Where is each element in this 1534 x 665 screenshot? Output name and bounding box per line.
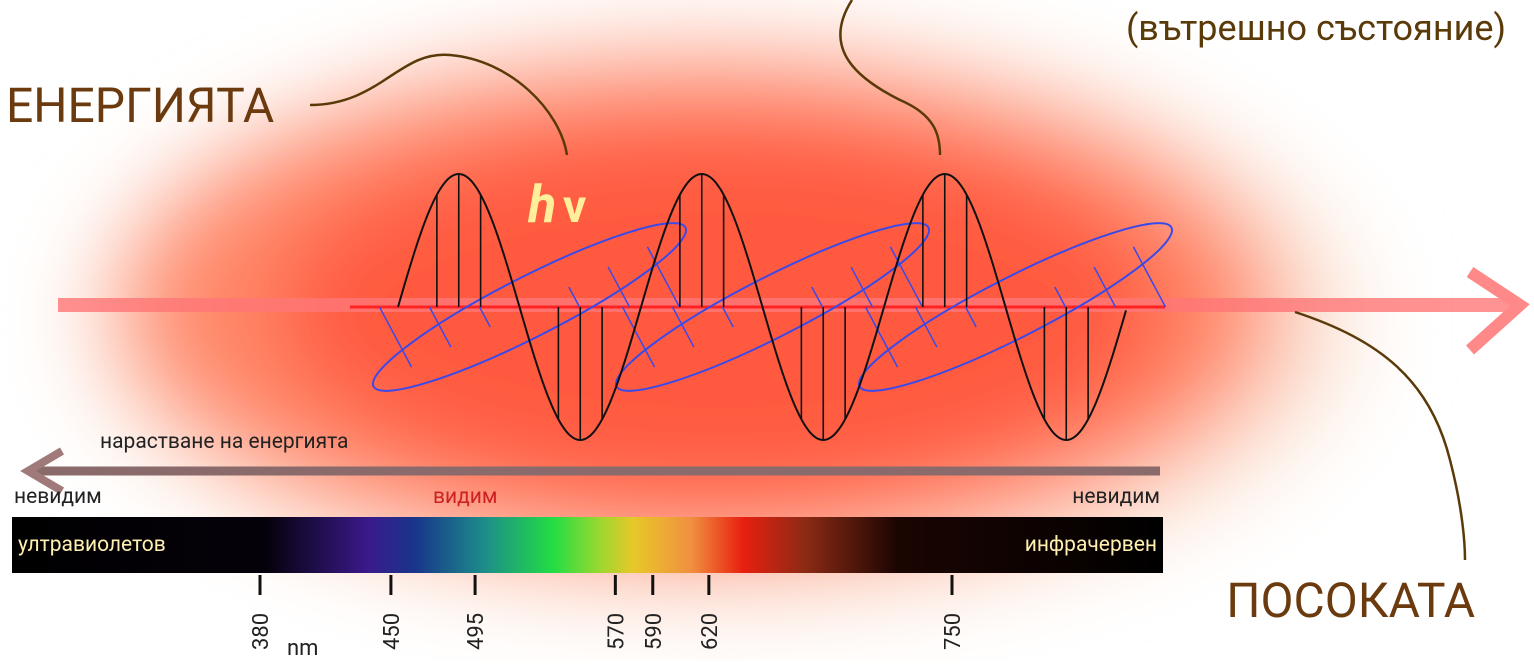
- tick-label: 380: [249, 613, 274, 650]
- label: ултравиолетов: [18, 533, 166, 557]
- label: ЕНЕРГИЯТА: [6, 77, 274, 134]
- magnetic-vector: [721, 306, 734, 328]
- spectrum: [12, 517, 1163, 573]
- label: v: [563, 180, 586, 234]
- magnetic-vector: [428, 306, 452, 348]
- electric-wave: [397, 172, 1127, 442]
- magnetic-vector: [568, 286, 581, 308]
- tick-label: 570: [604, 613, 629, 650]
- wave: [371, 172, 1174, 442]
- label: невидим: [1072, 485, 1160, 509]
- magnetic-vector: [964, 306, 977, 328]
- tick-label: 590: [642, 613, 667, 650]
- magnetic-vector: [864, 306, 899, 368]
- label: ПОСОКАТА: [1226, 572, 1475, 629]
- tick-label: 450: [380, 613, 405, 650]
- magnetic-vector: [646, 246, 681, 308]
- magnetic-vector: [621, 306, 656, 368]
- label: видим: [433, 485, 498, 509]
- magnetic-vector: [378, 306, 413, 368]
- magnetic-vector: [914, 306, 938, 348]
- magnetic-vector: [1054, 286, 1067, 308]
- magnetic-vector: [607, 266, 631, 308]
- magnetic-vector: [671, 306, 695, 348]
- label: нарастване на енергията: [100, 430, 348, 454]
- label: nm: [287, 636, 318, 661]
- magnetic-vector: [850, 266, 874, 308]
- scale: 380 450 495 570 590 620 750: [249, 575, 966, 650]
- magnetic-vector: [1093, 266, 1117, 308]
- label: h: [527, 174, 556, 235]
- direction-arrowhead: [1465, 266, 1530, 355]
- leader: [839, 0, 942, 156]
- tick-label: 620: [698, 613, 723, 650]
- label: (вътрешно състояние): [1126, 7, 1506, 49]
- magnetic-vector: [1132, 246, 1167, 308]
- label: инфрачервен: [1025, 533, 1157, 557]
- label: невидим: [14, 485, 102, 509]
- tick-label: 495: [464, 613, 489, 650]
- leader: [1294, 310, 1467, 561]
- energy-arrowhead: [20, 447, 65, 495]
- leader: [309, 53, 569, 156]
- magnetic-vector: [478, 306, 491, 328]
- magnetic-wave: [371, 222, 688, 392]
- tick-label: 750: [941, 613, 966, 650]
- magnetic-vector: [889, 246, 924, 308]
- magnetic-vector: [811, 286, 824, 308]
